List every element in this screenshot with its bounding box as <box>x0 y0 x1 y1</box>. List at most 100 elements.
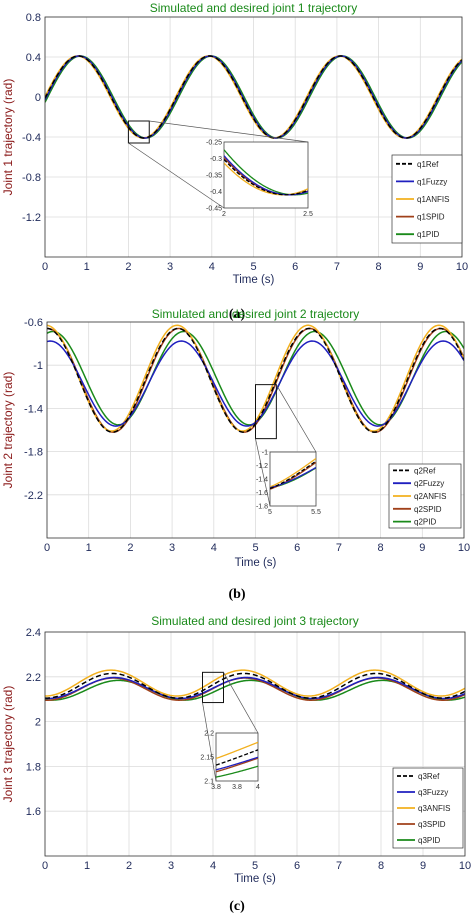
x-tick-label: 10 <box>456 261 468 273</box>
y-tick-label: 1.8 <box>26 761 41 773</box>
series-group <box>45 55 462 139</box>
series-line-q3Fuzzy <box>45 676 465 700</box>
x-tick-label: 4 <box>209 261 215 273</box>
inset-series-line-q3Ref <box>216 749 258 766</box>
axes-frame <box>46 321 465 539</box>
legend-entry: q1Fuzzy <box>417 177 447 186</box>
chart-title: Simulated and desired joint 2 trajectory <box>152 307 359 321</box>
axes-frame <box>44 16 463 258</box>
series-line-q1PID <box>45 55 462 139</box>
x-axis-label: Time (s) <box>234 873 276 885</box>
inset-y-tick-label: -1.4 <box>256 477 268 484</box>
inset-y-tick-label: 2.15 <box>200 755 214 762</box>
x-tick-label: 8 <box>378 860 384 872</box>
inset-series-line-q2Ref <box>270 460 316 490</box>
y-tick-label: -0.6 <box>24 317 43 329</box>
y-tick-label: -0.4 <box>22 132 41 144</box>
inset-series-line-q3ANFIS <box>216 741 258 760</box>
y-tick-label: -1 <box>33 360 43 372</box>
inset-series-line-q2ANFIS <box>270 457 316 488</box>
x-tick-label: 4 <box>210 860 216 872</box>
x-tick-label: 5 <box>252 860 258 872</box>
x-tick-label: 4 <box>211 542 217 554</box>
inset-y-tick-label: -0.4 <box>210 189 222 196</box>
x-tick-label: 7 <box>334 261 340 273</box>
y-tick-label: 2 <box>35 717 41 729</box>
zoom-connector <box>149 120 309 143</box>
y-tick-label: 2.2 <box>26 672 41 684</box>
inset-series-line-q1Ref <box>224 158 308 196</box>
axes-frame <box>44 631 466 857</box>
series-line-q3ANFIS <box>45 669 465 697</box>
inset-y-tick-label: 2.2 <box>204 731 214 738</box>
zoom-box <box>127 120 150 144</box>
legend-entry: q1SPID <box>417 213 445 222</box>
x-tick-label: 3 <box>167 261 173 273</box>
x-tick-label: 5 <box>252 542 258 554</box>
y-axis-label: Joint 2 trajectory (rad) <box>1 372 15 489</box>
inset-y-tick-label: -0.45 <box>206 206 222 213</box>
x-axis-label: Time (s) <box>235 557 277 569</box>
y-axis-label: Joint 3 trajectory (rad) <box>1 686 15 803</box>
inset-y-tick-label: -0.35 <box>206 173 222 180</box>
panel-label: (b) <box>228 587 245 602</box>
inset-x-tick-label: 4 <box>256 784 260 791</box>
x-axis-label: Time (s) <box>233 274 275 286</box>
x-tick-label: 2 <box>127 542 133 554</box>
zoom-connector <box>223 672 259 734</box>
chart-panel-2: 0 1 2 3 4 5 6 7 8 9 10 -0.6 -1 -1.4 -1.8 -2.2 Simulated … <box>1 307 470 602</box>
zoom-connector <box>128 142 225 209</box>
legend-entry: q2ANFIS <box>414 492 446 501</box>
legend-entry: q2SPID <box>414 505 442 514</box>
x-tick-label: 1 <box>84 261 90 273</box>
panel-label: (c) <box>229 899 245 914</box>
panel-label: (a) <box>229 307 246 322</box>
inset-frame <box>223 141 309 209</box>
inset-y-tick-label: -1.8 <box>256 504 268 511</box>
x-tick-label: 8 <box>376 261 382 273</box>
x-tick-label: 3 <box>168 860 174 872</box>
zoom-connector <box>255 438 271 507</box>
zoom-connector <box>202 702 217 782</box>
y-tick-label: 0 <box>35 92 41 104</box>
x-tick-label: 1 <box>84 860 90 872</box>
x-tick-label: 10 <box>459 860 471 872</box>
y-tick-label: -1.2 <box>22 212 41 224</box>
x-tick-label: 6 <box>294 542 300 554</box>
y-tick-label: 1.6 <box>26 806 41 818</box>
x-tick-label: 3 <box>169 542 175 554</box>
y-tick-label: -2.2 <box>24 490 43 502</box>
inset-series-group <box>216 741 258 778</box>
x-tick-label: 2 <box>126 860 132 872</box>
x-tick-label: 0 <box>42 860 48 872</box>
x-tick-label: 1 <box>86 542 92 554</box>
chart-panel-1: 0 1 2 3 4 5 6 7 8 9 10 0.8 0.4 0 -0.4 -0.8 -1.2 Simulated… <box>1 1 468 322</box>
inset-x-tick-label: 2 <box>222 211 226 218</box>
y-axis-label: Joint 1 trajectory (rad) <box>1 79 15 196</box>
y-tick-label: 0.4 <box>26 52 41 64</box>
zoom-box <box>202 671 224 704</box>
x-tick-label: 8 <box>378 542 384 554</box>
x-tick-label: 2 <box>125 261 131 273</box>
x-tick-label: 0 <box>44 542 50 554</box>
inset-x-tick-label: 5 <box>268 509 272 516</box>
x-tick-label: 5 <box>250 261 256 273</box>
x-tick-label: 6 <box>292 261 298 273</box>
inset-x-tick-label: 2.5 <box>303 211 313 218</box>
inset-x-tick-label: 3.8 <box>211 784 221 791</box>
y-tick-label: 2.4 <box>26 627 41 639</box>
legend-entry: q1ANFIS <box>417 195 449 204</box>
inset-y-tick-label: 2.1 <box>204 779 214 786</box>
chart-title: Simulated and desired joint 3 trajectory <box>151 614 358 628</box>
inset-series-group <box>224 149 308 196</box>
chart-title: Simulated and desired joint 1 trajectory <box>150 1 357 15</box>
x-tick-label: 6 <box>294 860 300 872</box>
inset-y-tick-label: -1.6 <box>256 490 268 497</box>
inset-y-tick-label: -1 <box>262 450 268 457</box>
x-tick-label: 7 <box>336 542 342 554</box>
y-tick-label: -1.4 <box>24 403 43 415</box>
series-group <box>45 669 465 701</box>
y-tick-label: 0.8 <box>26 12 41 24</box>
legend-entry: q3ANFIS <box>418 804 450 813</box>
inset-x-tick-label: 5.5 <box>311 509 321 516</box>
